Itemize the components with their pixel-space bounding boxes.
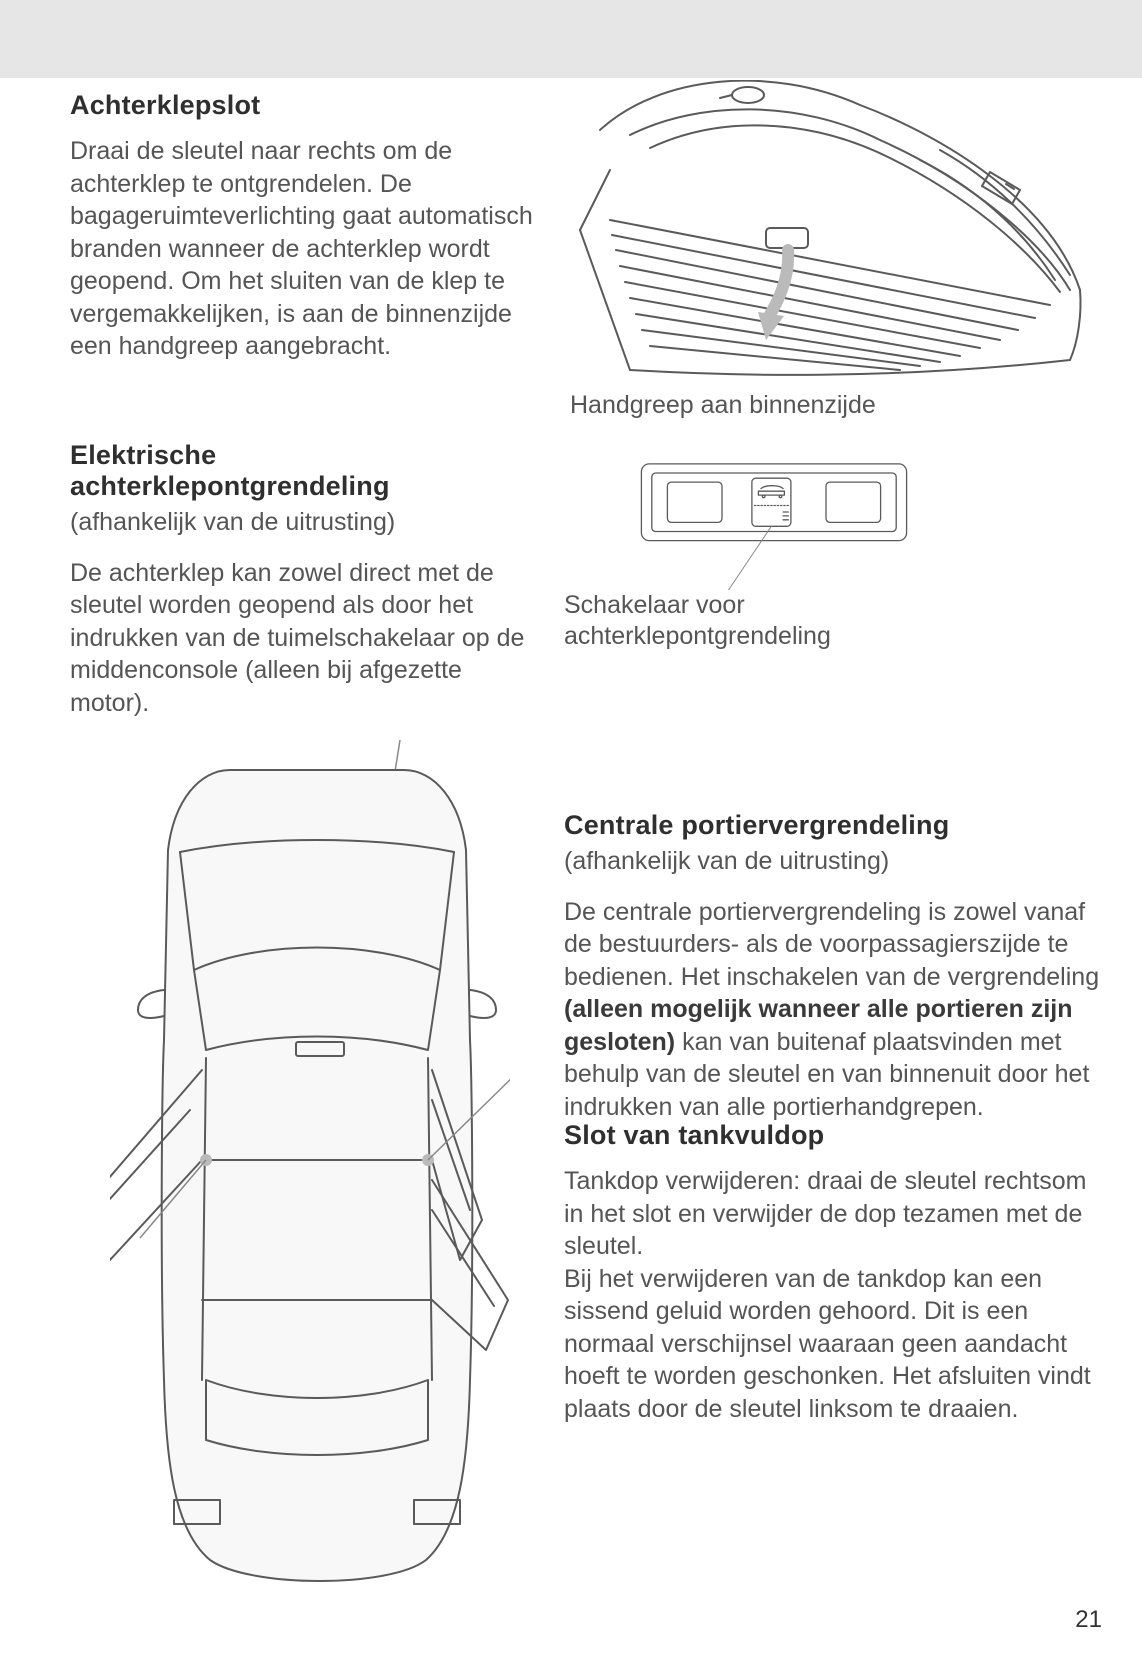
header-band	[0, 0, 1142, 78]
body-tankvuldop: Tankdop verwijderen: draai de sleutel re…	[564, 1165, 1104, 1425]
caption-console-line1: Schakelaar voor	[564, 590, 924, 621]
body-centrale-pre: De centrale portiervergrendeling is zowe…	[564, 898, 1099, 991]
heading-centrale-vergrendeling: Centrale portiervergrendeling	[564, 810, 1104, 841]
body-centrale: De centrale portiervergrendeling is zowe…	[564, 896, 1104, 1124]
figure-car-topview	[110, 740, 510, 1600]
heading-achterklepslot: Achterklepslot	[70, 90, 560, 121]
body-elektrische: De achterklep kan zowel direct met de sl…	[70, 557, 540, 720]
section-elektrische-ontgrendeling: Elektrische achterklepontgrendeling (afh…	[70, 440, 540, 733]
subnote-centrale: (afhankelijk van de uitrusting)	[564, 845, 1104, 878]
caption-tailgate: Handgreep aan binnenzijde	[570, 390, 1050, 421]
heading-elektrische-ontgrendeling: Elektrische achterklepontgrendeling	[70, 440, 540, 502]
subnote-elektrische: (afhankelijk van de uitrusting)	[70, 506, 540, 539]
heading-tankvuldop: Slot van tankvuldop	[564, 1120, 1104, 1151]
section-centrale-vergrendeling: Centrale portiervergrendeling (afhankeli…	[564, 810, 1104, 1137]
section-achterklepslot: Achterklepslot Draai de sleutel naar rec…	[70, 90, 560, 377]
figure-tailgate	[570, 80, 1090, 380]
section-tankvuldop: Slot van tankvuldop Tankdop verwijderen:…	[564, 1120, 1104, 1439]
page-number: 21	[1075, 1606, 1102, 1634]
caption-console-switch: Schakelaar voor achterklepontgrendeling	[564, 590, 924, 653]
figure-console-switch	[564, 460, 984, 590]
caption-console-line2: achterklepontgrendeling	[564, 621, 924, 652]
body-achterklepslot: Draai de sleutel naar rechts om de achte…	[70, 135, 560, 363]
